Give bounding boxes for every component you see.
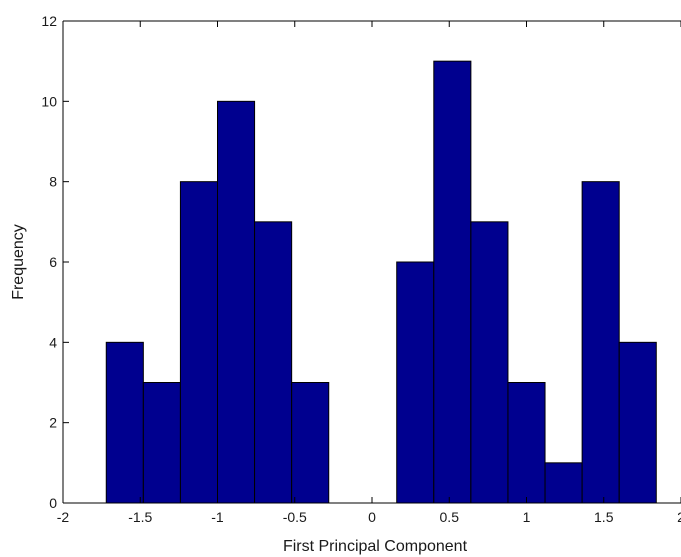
bar-4 — [254, 221, 293, 504]
y-tick-label-5: 10 — [41, 93, 57, 109]
bar-1 — [142, 382, 181, 504]
x-tick-label-0: -2 — [57, 509, 70, 525]
x-tick-label-6: 1 — [523, 509, 531, 525]
x-tick-label-7: 1.5 — [594, 509, 614, 525]
y-tick-label-6: 12 — [41, 13, 57, 29]
bar-8 — [396, 261, 435, 504]
x-axis-label: First Principal Component — [283, 538, 468, 555]
y-tick-label-2: 4 — [49, 334, 57, 350]
bar-0 — [105, 341, 144, 504]
bar-13 — [581, 181, 620, 504]
bar-11 — [507, 382, 546, 504]
bar-12 — [544, 462, 583, 504]
ticks-group: -2 -1.5 -1 -0.5 0 0.5 1 1.5 2 0 2 4 6 8 10 12 — [41, 13, 681, 525]
y-tick-label-3: 6 — [49, 254, 57, 270]
bars-group — [105, 60, 657, 504]
x-tick-label-2: -1 — [211, 509, 224, 525]
bar-9 — [433, 60, 472, 504]
bar-2 — [179, 181, 218, 504]
bar-10 — [470, 221, 509, 504]
y-tick-label-1: 2 — [49, 415, 57, 431]
bar-14 — [618, 341, 657, 504]
x-tick-label-5: 0.5 — [440, 509, 460, 525]
x-tick-label-4: 0 — [368, 509, 376, 525]
x-tick-label-8: 2 — [677, 509, 681, 525]
bar-5 — [291, 382, 330, 504]
x-tick-label-3: -0.5 — [283, 509, 307, 525]
x-tick-label-1: -1.5 — [128, 509, 152, 525]
y-axis-label: Frequency — [10, 224, 27, 300]
y-tick-label-0: 0 — [49, 495, 57, 511]
bar-3 — [217, 100, 256, 504]
y-tick-label-4: 8 — [49, 174, 57, 190]
